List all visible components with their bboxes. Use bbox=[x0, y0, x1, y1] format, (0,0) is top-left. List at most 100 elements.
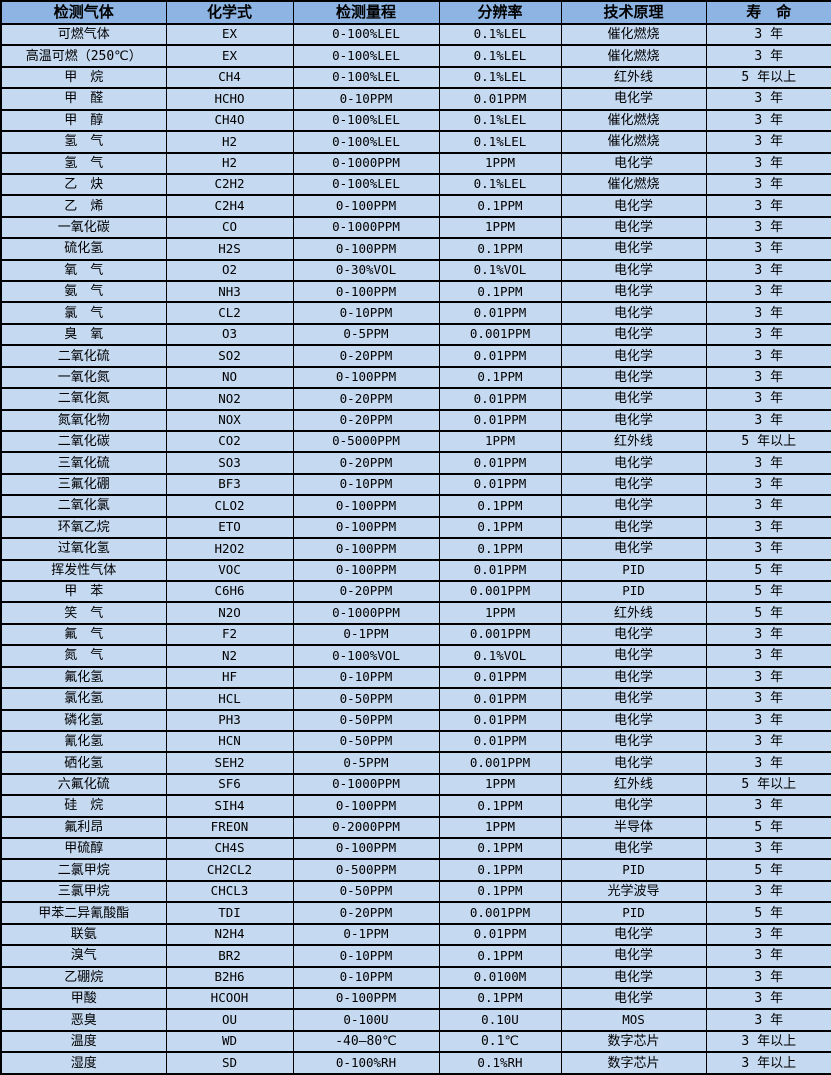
cell-technology: 电化学 bbox=[560, 708, 707, 732]
cell-chemical-formula: CH2CL2 bbox=[165, 858, 294, 882]
cell-detection-range: 0-100PPM bbox=[292, 986, 440, 1011]
cell-lifespan: 3 年 bbox=[705, 515, 831, 540]
cell-gas-name: 笑 气 bbox=[0, 601, 167, 625]
cell-chemical-formula: VOC bbox=[165, 558, 294, 582]
cell-gas-name: 二氯甲烷 bbox=[0, 858, 167, 882]
cell-chemical-formula: FREON bbox=[165, 815, 294, 840]
cell-gas-name: 溴气 bbox=[0, 944, 167, 968]
table-row: 可燃气体 EX 0-100%LEL 0.1%LEL 催化燃烧 3 年 bbox=[0, 22, 831, 47]
cell-resolution: 1PPM bbox=[438, 601, 562, 625]
table-header: 检测气体 化学式 检测量程 分辨率 技术原理寿 命 bbox=[0, 0, 831, 25]
cell-resolution: 0.1PPM bbox=[438, 365, 562, 390]
cell-resolution: 0.001PPM bbox=[438, 901, 562, 925]
cell-technology: PID bbox=[560, 901, 707, 925]
table-row: 硒化氢 SEH2 0-5PPM 0.001PPM 电化学 3 年 bbox=[0, 751, 831, 775]
cell-technology: 电化学 bbox=[560, 729, 707, 754]
cell-gas-name: 硅 烷 bbox=[0, 794, 167, 818]
cell-chemical-formula: CH4O bbox=[165, 108, 294, 133]
cell-lifespan: 3 年 bbox=[705, 879, 831, 904]
cell-detection-range: 0-50PPM bbox=[292, 879, 440, 904]
cell-technology: 催化燃烧 bbox=[560, 130, 707, 154]
cell-detection-range: 0-100PPM bbox=[292, 515, 440, 540]
cell-chemical-formula: C6H6 bbox=[165, 579, 294, 604]
cell-chemical-formula: HCL bbox=[165, 687, 294, 711]
cell-chemical-formula: WD bbox=[165, 1029, 294, 1054]
cell-chemical-formula: SO3 bbox=[165, 451, 294, 475]
cell-lifespan: 3 年 bbox=[705, 130, 831, 154]
cell-lifespan: 3 年 bbox=[705, 215, 831, 240]
cell-detection-range: 0-10PPM bbox=[292, 301, 440, 325]
column-header-detection-range: 检测量程 bbox=[292, 0, 440, 25]
cell-lifespan: 3 年 bbox=[705, 665, 831, 690]
cell-gas-name: 甲苯二异氰酸酯 bbox=[0, 901, 167, 925]
cell-gas-name: 氧 气 bbox=[0, 258, 167, 283]
cell-detection-range: 0-1000PPM bbox=[292, 772, 440, 797]
cell-lifespan: 3 年 bbox=[705, 622, 831, 647]
cell-resolution: 0.01PPM bbox=[438, 408, 562, 433]
cell-chemical-formula: CO2 bbox=[165, 429, 294, 454]
cell-technology: 电化学 bbox=[560, 494, 707, 518]
column-header-lifespan: 寿 命 bbox=[705, 0, 831, 25]
table-row: 高温可燃（250℃） EX 0-100%LEL 0.1%LEL 催化燃烧 3 年 bbox=[0, 44, 831, 68]
table-row: 硅 烷 SIH4 0-100PPM 0.1PPM 电化学 3 年 bbox=[0, 794, 831, 818]
table-row: 臭 氧 O3 0-5PPM 0.001PPM 电化学 3 年 bbox=[0, 322, 831, 347]
cell-technology: 电化学 bbox=[560, 751, 707, 775]
cell-detection-range: 0-50PPM bbox=[292, 687, 440, 711]
table-row: 氟 气 F2 0-1PPM 0.001PPM 电化学 3 年 bbox=[0, 622, 831, 647]
cell-resolution: 0.1PPM bbox=[438, 944, 562, 968]
table-row: 温度 WD -40—80℃ 0.1℃ 数字芯片 3 年以上 bbox=[0, 1029, 831, 1054]
cell-lifespan: 5 年 bbox=[705, 601, 831, 625]
cell-resolution: 0.01PPM bbox=[438, 472, 562, 497]
cell-lifespan: 3 年 bbox=[705, 44, 831, 68]
cell-resolution: 0.1PPM bbox=[438, 494, 562, 518]
cell-resolution: 1PPM bbox=[438, 815, 562, 840]
cell-lifespan: 5 年以上 bbox=[705, 772, 831, 797]
cell-resolution: 1PPM bbox=[438, 429, 562, 454]
cell-detection-range: 0-10PPM bbox=[292, 472, 440, 497]
cell-chemical-formula: H2 bbox=[165, 130, 294, 154]
cell-detection-range: 0-100PPM bbox=[292, 494, 440, 518]
cell-technology: 电化学 bbox=[560, 515, 707, 540]
cell-gas-name: 氟利昂 bbox=[0, 815, 167, 840]
cell-technology: 电化学 bbox=[560, 537, 707, 561]
cell-technology: 数字芯片 bbox=[560, 1029, 707, 1054]
cell-technology: 电化学 bbox=[560, 194, 707, 218]
cell-gas-name: 三氧化硫 bbox=[0, 451, 167, 475]
cell-lifespan: 3 年 bbox=[705, 387, 831, 411]
cell-gas-name: 氰化氢 bbox=[0, 729, 167, 754]
table-row: 一氧化氮 NO 0-100PPM 0.1PPM 电化学 3 年 bbox=[0, 365, 831, 390]
cell-detection-range: 0-1000PPM bbox=[292, 151, 440, 175]
column-header-resolution: 分辨率 bbox=[438, 0, 562, 25]
cell-lifespan: 3 年 bbox=[705, 344, 831, 368]
cell-technology: 电化学 bbox=[560, 87, 707, 111]
table-row: 二氧化氮 NO2 0-20PPM 0.01PPM 电化学 3 年 bbox=[0, 387, 831, 411]
cell-detection-range: 0-100%VOL bbox=[292, 644, 440, 668]
cell-detection-range: 0-50PPM bbox=[292, 729, 440, 754]
cell-lifespan: 3 年 bbox=[705, 365, 831, 390]
cell-detection-range: 0-100PPM bbox=[292, 794, 440, 818]
cell-gas-name: 氟 气 bbox=[0, 622, 167, 647]
cell-gas-name: 环氧乙烷 bbox=[0, 515, 167, 540]
cell-lifespan: 3 年 bbox=[705, 494, 831, 518]
cell-lifespan: 3 年 bbox=[705, 322, 831, 347]
cell-resolution: 0.1PPM bbox=[438, 194, 562, 218]
cell-chemical-formula: C2H2 bbox=[165, 172, 294, 197]
cell-detection-range: 0-100PPM bbox=[292, 280, 440, 304]
cell-detection-range: 0-100PPM bbox=[292, 365, 440, 390]
table-row: 湿度 SD 0-100%RH 0.1%RH 数字芯片 3 年以上 bbox=[0, 1051, 831, 1075]
cell-chemical-formula: CO bbox=[165, 215, 294, 240]
cell-gas-name: 甲 烷 bbox=[0, 65, 167, 90]
cell-technology: 催化燃烧 bbox=[560, 172, 707, 197]
table-row: 甲 醇 CH4O 0-100%LEL 0.1%LEL 催化燃烧 3 年 bbox=[0, 108, 831, 133]
cell-technology: 电化学 bbox=[560, 687, 707, 711]
cell-technology: 电化学 bbox=[560, 344, 707, 368]
cell-chemical-formula: CLO2 bbox=[165, 494, 294, 518]
cell-lifespan: 5 年 bbox=[705, 558, 831, 582]
cell-chemical-formula: N2O bbox=[165, 601, 294, 625]
cell-lifespan: 3 年 bbox=[705, 922, 831, 947]
table-row: 乙 炔 C2H2 0-100%LEL 0.1%LEL 催化燃烧 3 年 bbox=[0, 172, 831, 197]
cell-lifespan: 3 年 bbox=[705, 794, 831, 818]
cell-chemical-formula: H2 bbox=[165, 151, 294, 175]
table-row: 过氧化氢 H2O2 0-100PPM 0.1PPM 电化学 3 年 bbox=[0, 537, 831, 561]
cell-resolution: 1PPM bbox=[438, 151, 562, 175]
